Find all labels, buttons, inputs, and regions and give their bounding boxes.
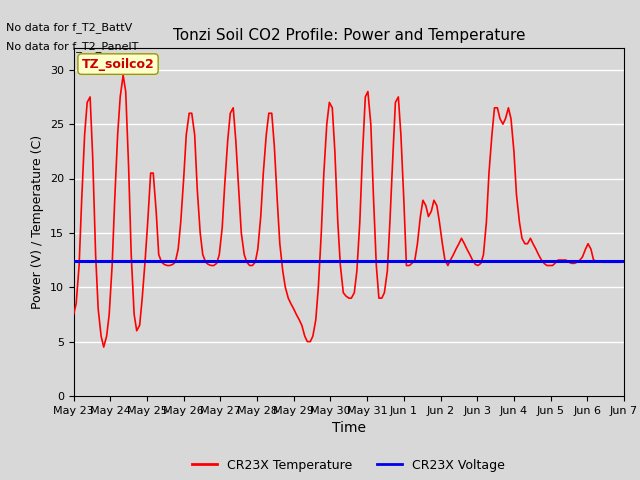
Title: Tonzi Soil CO2 Profile: Power and Temperature: Tonzi Soil CO2 Profile: Power and Temper… bbox=[173, 28, 525, 43]
Text: TZ_soilco2: TZ_soilco2 bbox=[82, 58, 154, 71]
Legend: CR23X Temperature, CR23X Voltage: CR23X Temperature, CR23X Voltage bbox=[188, 454, 510, 477]
Y-axis label: Power (V) / Temperature (C): Power (V) / Temperature (C) bbox=[31, 135, 44, 309]
Text: No data for f_T2_BattV: No data for f_T2_BattV bbox=[6, 22, 132, 33]
Text: No data for f_T2_PanelT: No data for f_T2_PanelT bbox=[6, 41, 139, 52]
X-axis label: Time: Time bbox=[332, 421, 366, 435]
